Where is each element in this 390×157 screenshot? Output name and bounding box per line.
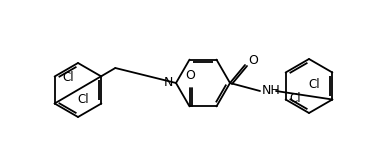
Text: Cl: Cl [62,71,74,84]
Text: N: N [164,76,173,89]
Text: Cl: Cl [78,93,89,106]
Text: O: O [186,69,195,82]
Text: O: O [248,54,258,67]
Text: NH: NH [262,84,281,97]
Text: Cl: Cl [289,92,301,105]
Text: Cl: Cl [309,78,320,92]
